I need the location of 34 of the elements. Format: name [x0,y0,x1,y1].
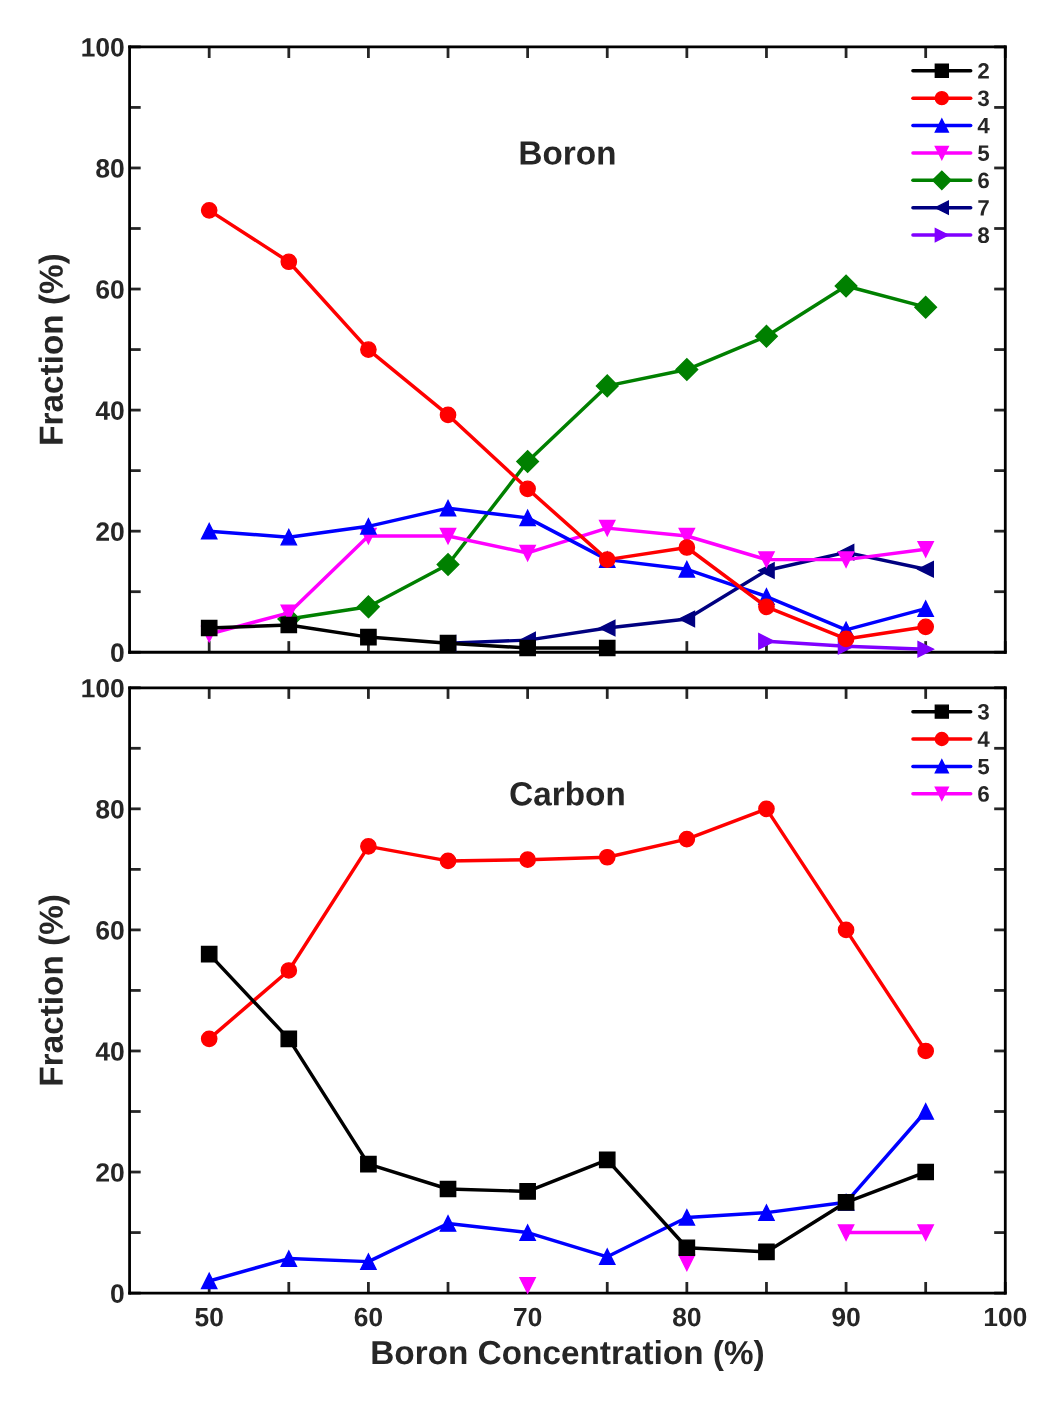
text: Boron [520,141,615,165]
legend-label: 7 [978,200,989,216]
x-tick-label: 60 [354,1307,383,1327]
y-tick-label: 100 [82,678,124,698]
legend-label: 5 [978,145,990,161]
x-tick-label: 70 [514,1307,542,1327]
y-tick-label: 80 [96,159,124,178]
y-tick-label: 60 [96,921,124,940]
y-tick-label: 60 [96,280,124,299]
y-tick-label: 80 [96,799,124,819]
legend-label: 5 [978,758,990,775]
y-tick-label: 40 [95,1042,124,1061]
legend-label: 4 [977,118,990,134]
y-tick-label: 100 [82,38,124,57]
legend-label: 6 [978,172,989,189]
x-tick-label: 90 [832,1307,860,1327]
y-tick-label: 20 [96,522,124,541]
legend-label: 8 [978,227,990,244]
y-tick-label: 40 [95,401,124,420]
x-tick-label: 50 [195,1307,223,1327]
text: Carbon [510,781,624,806]
y-axis-title: Fraction (%) [38,895,70,1085]
y-tick-label: 0 [111,643,124,663]
y-tick-label: 20 [96,1163,124,1182]
y-axis-title: Fraction (%) [38,254,70,444]
x-axis-title: Boron Concentration (%) [372,1339,763,1371]
legend-label: 3 [977,90,989,107]
legend-label: 2 [978,63,989,79]
x-tick-label: 100 [984,1307,1027,1327]
x-tick-label: 80 [673,1307,701,1327]
legend-label: 4 [977,731,990,747]
legend-label: 3 [977,703,989,720]
legend-label: 6 [978,786,989,802]
y-tick-label: 0 [111,1284,124,1303]
